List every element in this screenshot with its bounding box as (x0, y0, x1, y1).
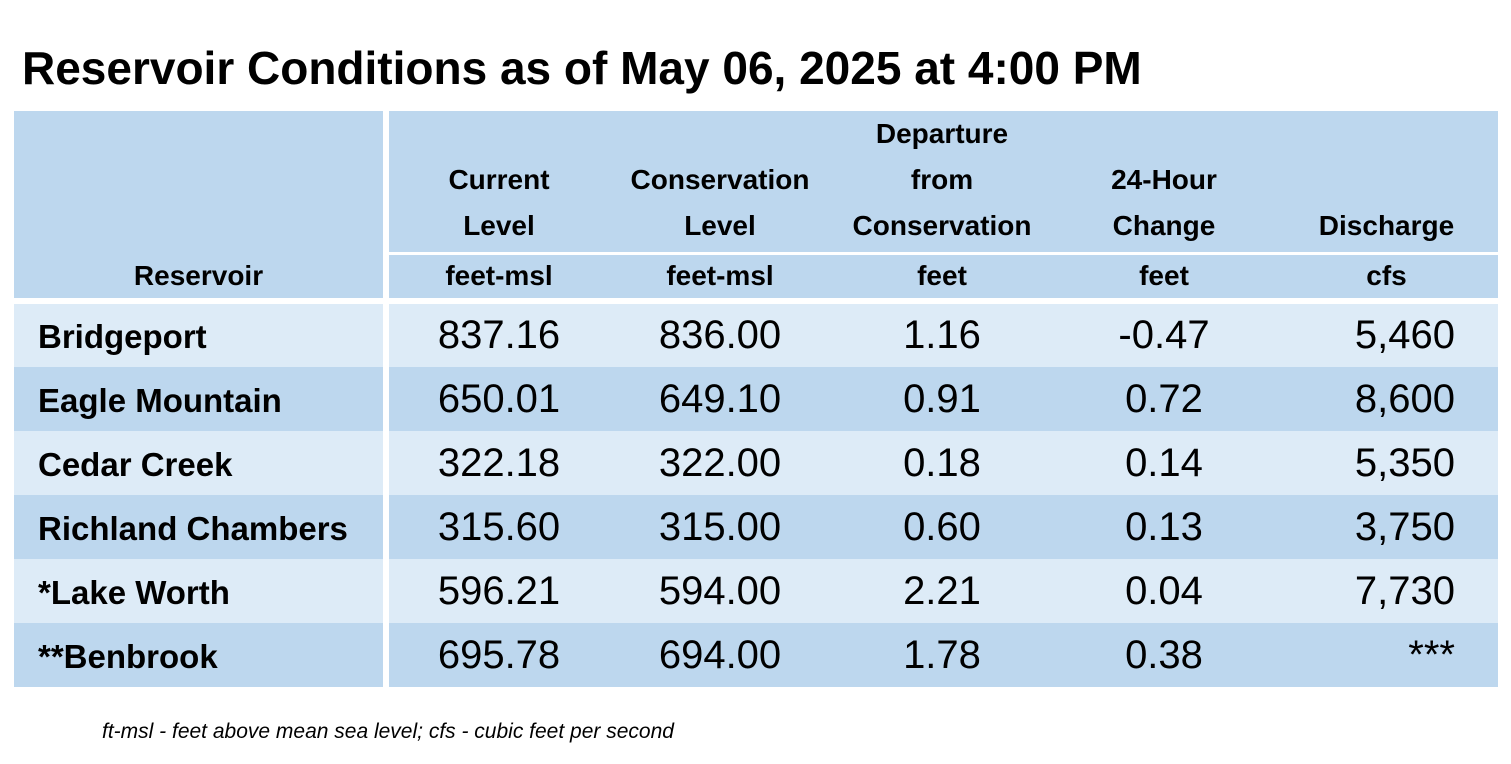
conservation-level-value: 322.00 (658, 441, 782, 485)
discharge-value: *** (1408, 633, 1455, 677)
col-unit-departure: feet (917, 260, 967, 291)
current-level-value: 315.60 (437, 505, 561, 549)
table-row (14, 367, 1498, 431)
conservation-level-value: 315.00 (658, 505, 782, 549)
reservoir-name: Eagle Mountain (38, 382, 282, 419)
col-header-departure-line3: Conservation (852, 210, 1032, 241)
col-unit-conservation: feet-msl (666, 260, 774, 291)
change-value: 0.72 (1125, 377, 1203, 421)
col-unit-current: feet-msl (445, 260, 553, 291)
current-level-value: 837.16 (437, 313, 561, 357)
header-body-divider (14, 298, 1498, 304)
col-header-discharge: Discharge (1318, 210, 1455, 241)
conservation-level-value: 694.00 (658, 633, 782, 677)
col-header-current-line1: Current (448, 164, 550, 195)
change-value: 0.13 (1125, 505, 1203, 549)
departure-value: 1.78 (903, 633, 981, 677)
reservoir-name: Cedar Creek (38, 446, 233, 483)
current-level-value: 596.21 (437, 569, 561, 613)
reservoir-name: Richland Chambers (38, 510, 348, 547)
col-header-change-line2: Change (1112, 210, 1216, 241)
page-title: Reservoir Conditions as of May 06, 2025 … (22, 42, 1142, 94)
column-divider (383, 111, 389, 687)
departure-value: 2.21 (903, 569, 981, 613)
reservoir-name: **Benbrook (38, 638, 218, 675)
reservoir-name: *Lake Worth (38, 574, 230, 611)
table-row (14, 431, 1498, 495)
current-level-value: 695.78 (437, 633, 561, 677)
footnote: ft-msl - feet above mean sea level; cfs … (102, 720, 674, 743)
conservation-level-value: 649.10 (658, 377, 782, 421)
discharge-value: 8,600 (1354, 377, 1455, 421)
header-unit-divider (389, 252, 1498, 255)
conservation-level-value: 836.00 (658, 313, 782, 357)
change-value: -0.47 (1118, 313, 1210, 357)
table-row (14, 623, 1498, 687)
col-header-current-line2: Level (463, 210, 535, 241)
current-level-value: 322.18 (437, 441, 561, 485)
reservoir-table: Current Level feet-msl Conservation Leve… (14, 111, 1498, 687)
discharge-value: 5,460 (1354, 313, 1455, 357)
change-value: 0.38 (1125, 633, 1203, 677)
col-header-departure-line2: from (910, 164, 974, 195)
col-header-change-line1: 24-Hour (1111, 164, 1217, 195)
departure-value: 0.91 (903, 377, 981, 421)
col-header-departure-line1: Departure (875, 118, 1009, 149)
current-level-value: 650.01 (437, 377, 561, 421)
departure-value: 0.60 (903, 505, 981, 549)
table-row (14, 303, 1498, 367)
col-header-conservation-line2: Level (684, 210, 756, 241)
col-unit-discharge: cfs (1366, 260, 1407, 291)
departure-value: 0.18 (903, 441, 981, 485)
table-header (14, 111, 1498, 299)
discharge-value: 5,350 (1354, 441, 1455, 485)
discharge-value: 3,750 (1354, 505, 1455, 549)
col-header-reservoir: Reservoir (133, 260, 264, 291)
change-value: 0.04 (1125, 569, 1203, 613)
reservoir-name: Bridgeport (38, 318, 207, 355)
col-header-conservation-line1: Conservation (630, 164, 810, 195)
col-unit-change: feet (1139, 260, 1189, 291)
departure-value: 1.16 (903, 313, 981, 357)
change-value: 0.14 (1125, 441, 1203, 485)
table-row (14, 559, 1498, 623)
table-row (14, 495, 1498, 559)
discharge-value: 7,730 (1354, 569, 1455, 613)
conservation-level-value: 594.00 (658, 569, 782, 613)
